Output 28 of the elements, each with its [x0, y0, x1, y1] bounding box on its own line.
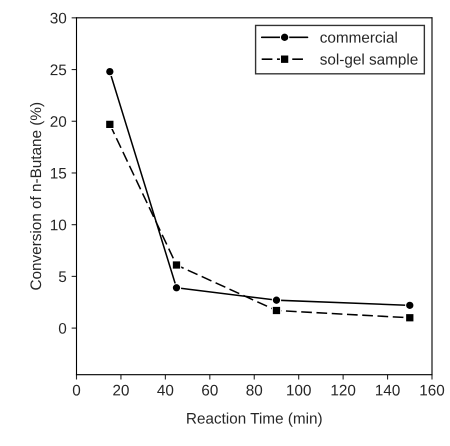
point — [172, 260, 182, 270]
legend-label: commercial — [320, 32, 397, 43]
point — [272, 306, 282, 316]
x-tick-label: 120 — [332, 384, 356, 396]
legend-label: sol-gel sample — [320, 53, 418, 68]
y-tick-label: 20 — [50, 116, 66, 127]
point — [405, 300, 414, 310]
y-tick-label: 0 — [58, 322, 66, 334]
y-tick-label: 30 — [50, 12, 66, 24]
x-tick-label: 100 — [287, 384, 311, 396]
x-tick-label: 40 — [157, 384, 174, 396]
y-tick-label: 15 — [50, 168, 66, 179]
y-tick-label: 25 — [50, 64, 66, 76]
x-tick-label: 60 — [202, 384, 218, 396]
x-tick-label: 140 — [376, 384, 400, 396]
x-tick-label: 160 — [420, 384, 444, 396]
x-tick-label: 80 — [246, 384, 262, 396]
x-axis-title: Reaction Time (min) — [187, 412, 322, 427]
y-tick-label: 10 — [50, 220, 66, 230]
y-axis-title: Conversion of n-Butane (%) — [30, 102, 44, 290]
point — [405, 313, 414, 322]
point — [172, 283, 182, 292]
x-tick-label: 20 — [113, 384, 129, 396]
y-tick-label: 5 — [58, 271, 66, 282]
point — [105, 120, 115, 130]
x-tick-label: 0 — [72, 384, 80, 396]
point — [105, 66, 115, 76]
point — [272, 295, 282, 305]
